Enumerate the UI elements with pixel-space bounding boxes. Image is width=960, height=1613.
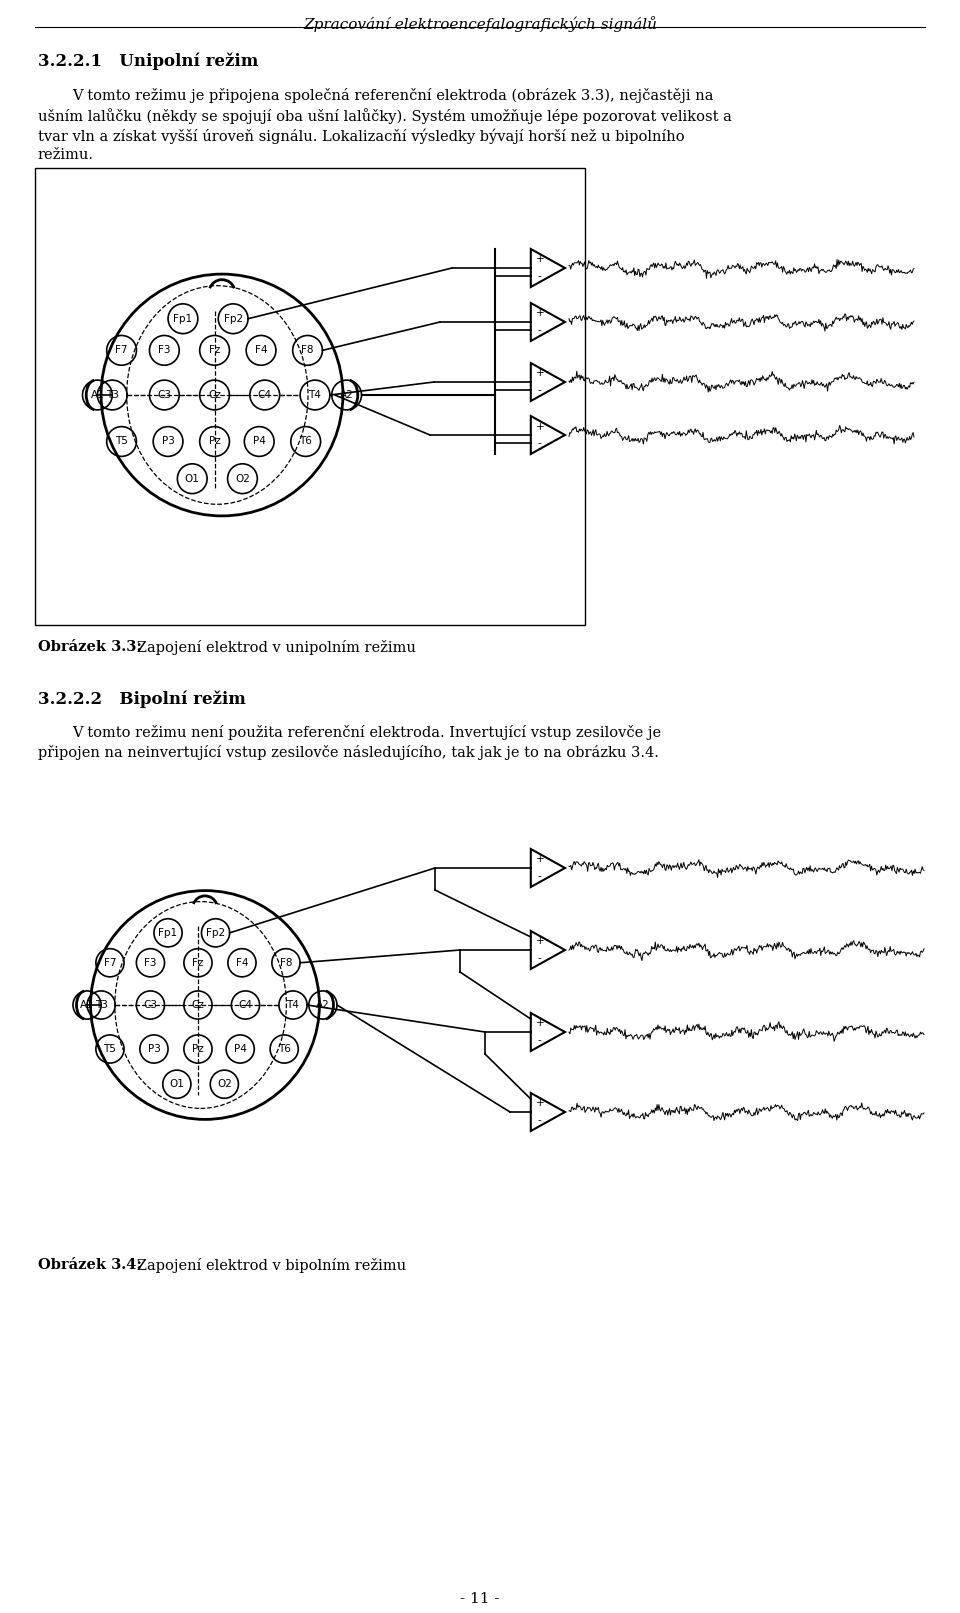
Text: -: - xyxy=(538,871,541,881)
Text: T4: T4 xyxy=(287,1000,300,1010)
Text: F4: F4 xyxy=(254,345,267,355)
Text: F3: F3 xyxy=(144,958,156,968)
Text: Zapojení elektrod v unipolním režimu: Zapojení elektrod v unipolním režimu xyxy=(123,640,416,655)
Text: +: + xyxy=(536,368,544,379)
Text: Fp1: Fp1 xyxy=(158,927,178,937)
Text: C3: C3 xyxy=(143,1000,157,1010)
Text: O1: O1 xyxy=(185,474,200,484)
Text: P4: P4 xyxy=(234,1044,247,1053)
Text: Fz: Fz xyxy=(192,958,204,968)
Text: A1: A1 xyxy=(81,1000,94,1010)
Text: T4: T4 xyxy=(308,390,322,400)
Text: Fp2: Fp2 xyxy=(206,927,226,937)
Text: Obrázek 3.3:: Obrázek 3.3: xyxy=(38,640,142,653)
Text: O2: O2 xyxy=(235,474,250,484)
Text: F8: F8 xyxy=(279,958,292,968)
Text: A2: A2 xyxy=(340,390,353,400)
Text: -: - xyxy=(538,953,541,963)
Text: -: - xyxy=(538,1116,541,1126)
Text: T5: T5 xyxy=(115,437,128,447)
Text: -: - xyxy=(538,271,541,282)
Text: -: - xyxy=(538,1036,541,1045)
Text: Fp2: Fp2 xyxy=(224,315,243,324)
Text: P3: P3 xyxy=(148,1044,160,1053)
Text: Obrázek 3.4:: Obrázek 3.4: xyxy=(38,1258,142,1273)
Bar xyxy=(35,168,585,624)
Text: C4: C4 xyxy=(258,390,272,400)
Text: V tomto režimu není použita referenční elektroda. Invertující vstup zesilovče je: V tomto režimu není použita referenční e… xyxy=(72,724,661,740)
Text: -: - xyxy=(538,326,541,336)
Text: režimu.: režimu. xyxy=(38,148,94,161)
Text: C3: C3 xyxy=(157,390,171,400)
Text: Zpracování elektroencefalografických signálů: Zpracování elektroencefalografických sig… xyxy=(303,16,657,32)
Text: ušním lalůčku (někdy se spojují oba ušní lalůčky). Systém umožňuje lépe pozorova: ušním lalůčku (někdy se spojují oba ušní… xyxy=(38,108,732,124)
Text: 3.2.2.2   Bipolní režim: 3.2.2.2 Bipolní režim xyxy=(38,690,246,708)
Text: Cz: Cz xyxy=(192,1000,204,1010)
Text: P3: P3 xyxy=(161,437,175,447)
Text: Pz: Pz xyxy=(208,437,221,447)
Text: Cz: Cz xyxy=(208,390,221,400)
Text: O1: O1 xyxy=(169,1079,184,1089)
Text: +: + xyxy=(536,1098,544,1108)
Text: Fz: Fz xyxy=(209,345,220,355)
Text: T6: T6 xyxy=(277,1044,291,1053)
Text: +: + xyxy=(536,937,544,947)
Text: - 11 -: - 11 - xyxy=(460,1592,500,1607)
Text: F7: F7 xyxy=(104,958,116,968)
Text: 3.2.2.1   Unipolní režim: 3.2.2.1 Unipolní režim xyxy=(38,52,258,69)
Text: +: + xyxy=(536,855,544,865)
Text: T3: T3 xyxy=(95,1000,108,1010)
Text: A1: A1 xyxy=(90,390,105,400)
Text: tvar vln a získat vyšší úroveň signálu. Lokalizacňí výsledky bývají horší než u : tvar vln a získat vyšší úroveň signálu. … xyxy=(38,127,684,144)
Text: T6: T6 xyxy=(300,437,312,447)
Text: +: + xyxy=(536,255,544,265)
Text: -: - xyxy=(538,439,541,448)
Text: +: + xyxy=(536,1018,544,1029)
Text: P4: P4 xyxy=(252,437,266,447)
Text: -: - xyxy=(538,386,541,395)
Text: Zapojení elektrod v bipolním režimu: Zapojení elektrod v bipolním režimu xyxy=(123,1258,406,1273)
Text: Pz: Pz xyxy=(192,1044,204,1053)
Text: F8: F8 xyxy=(301,345,314,355)
Text: F3: F3 xyxy=(158,345,171,355)
Text: T3: T3 xyxy=(106,390,119,400)
Text: +: + xyxy=(536,308,544,318)
Text: A2: A2 xyxy=(316,1000,330,1010)
Text: O2: O2 xyxy=(217,1079,231,1089)
Text: T5: T5 xyxy=(104,1044,116,1053)
Text: připojen na neinvertující vstup zesilovče následujícího, tak jak je to na obrázk: připojen na neinvertující vstup zesilovč… xyxy=(38,745,659,760)
Text: Fp1: Fp1 xyxy=(174,315,193,324)
Text: C4: C4 xyxy=(238,1000,252,1010)
Text: F7: F7 xyxy=(115,345,128,355)
Text: F4: F4 xyxy=(236,958,249,968)
Text: V tomto režimu je připojena společná referenční elektroda (obrázek 3.3), nejčast: V tomto režimu je připojena společná ref… xyxy=(72,89,713,103)
Text: +: + xyxy=(536,421,544,432)
